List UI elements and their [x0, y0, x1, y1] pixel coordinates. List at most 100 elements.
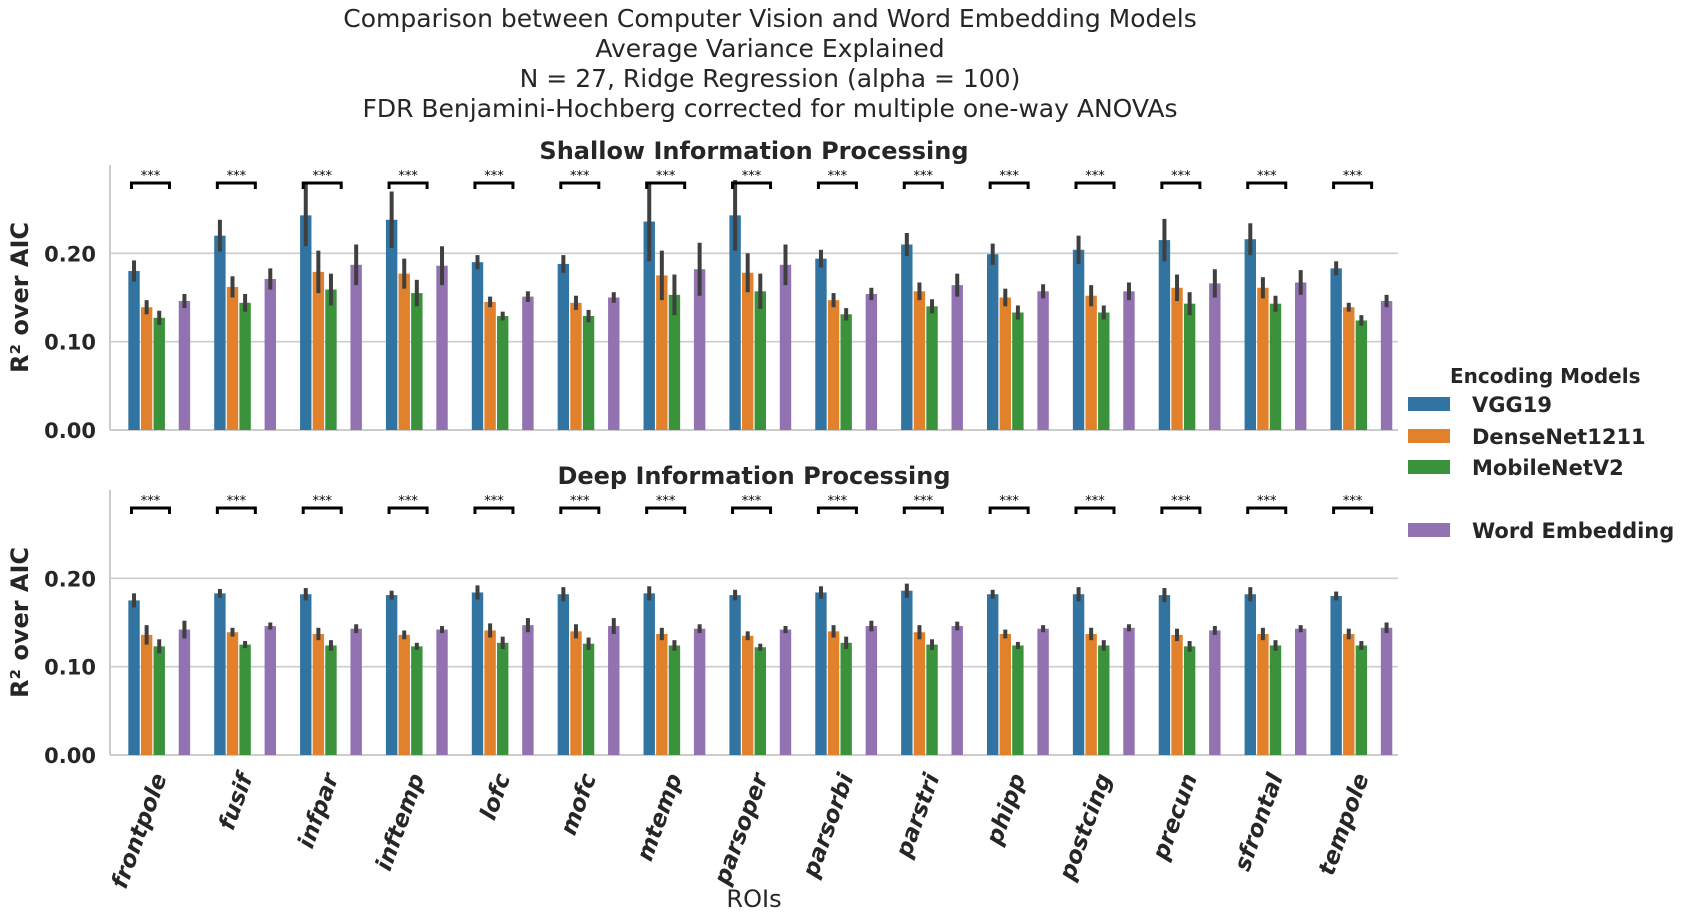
chart-suptitle-line-3: N = 27, Ridge Regression (alpha = 100) — [519, 64, 1021, 93]
panel-1-bar-mobilenetv2-precun — [1183, 303, 1196, 430]
panel-1-bar-word-embedding-infpar — [350, 264, 362, 430]
panel-1-bar-vgg19-parsoper — [729, 215, 741, 430]
panel-1-bar-densenet1211-lofc — [484, 301, 496, 430]
panel-2-bar-densenet1211-parsoper — [742, 635, 754, 755]
panel-2-bar-mobilenetv2-infpar — [325, 645, 337, 755]
panel-1-sig-bracket-sfrontal — [1246, 181, 1288, 189]
panel-2-bar-vgg19-precun — [1158, 595, 1171, 755]
legend-label-densenet1211: DenseNet1211 — [1472, 425, 1646, 449]
panel-1-sig-bracket-parstri — [902, 181, 944, 189]
panel-2-bar-densenet1211-sfrontal — [1257, 633, 1269, 755]
panel-2-bar-mobilenetv2-mofc — [582, 643, 595, 755]
panel-2-title: Deep Information Processing — [557, 462, 950, 490]
legend-swatch-word-embedding — [1408, 523, 1450, 537]
x-axis-label: ROIs — [726, 885, 781, 913]
xtick-label-fusif: fusif — [214, 767, 259, 833]
panel-2-sig-bracket-parsorbi — [816, 506, 858, 514]
panel-2-sig-label-frontpole: *** — [141, 494, 161, 509]
panel-1-bar-word-embedding-postcing — [1123, 291, 1135, 430]
panel-2-bar-densenet1211-fusif — [226, 632, 239, 755]
panel-1-bar-densenet1211-phipp — [999, 297, 1011, 430]
panel-1-bar-mobilenetv2-frontpole — [153, 317, 165, 430]
panel-2-bar-densenet1211-precun — [1171, 634, 1183, 755]
panel-2-bar-mobilenetv2-tempole — [1355, 645, 1368, 755]
legend-swatch-vgg19 — [1408, 397, 1450, 411]
panel-1-sig-label-infpar: *** — [312, 169, 332, 184]
panel-1-bar-word-embedding-fusif — [264, 278, 276, 430]
panel-1-bar-word-embedding-precun — [1209, 283, 1221, 430]
panel-1-bar-vgg19-sfrontal — [1244, 239, 1256, 430]
panel-2-sig-label-parsorbi: *** — [828, 494, 848, 509]
panel-2-bar-mobilenetv2-fusif — [239, 644, 251, 755]
panel-1-bar-mobilenetv2-fusif — [239, 302, 251, 430]
panel-2-bar-vgg19-fusif — [214, 593, 226, 755]
panel-1-sig-label-tempole: *** — [1343, 169, 1363, 184]
legend-label-vgg19: VGG19 — [1472, 393, 1552, 417]
panel-2-bar-vgg19-mtemp — [643, 593, 655, 755]
panel-2-bar-word-embedding-sfrontal — [1295, 628, 1307, 755]
panel-1-bar-mobilenetv2-postcing — [1098, 312, 1110, 430]
panel-1-sig-bracket-postcing — [1074, 181, 1116, 189]
panel-1-sig-label-mofc: *** — [570, 169, 590, 184]
panel-2-sig-bracket-postcing — [1074, 506, 1116, 514]
panel-1-bar-mobilenetv2-infpar — [325, 289, 337, 430]
panel-1-sig-label-parsoper: *** — [742, 169, 762, 184]
panel-1-bar-word-embedding-mofc — [608, 297, 620, 430]
panel-2-bar-word-embedding-inftemp — [436, 629, 448, 755]
xtick-label-precun: precun — [1147, 770, 1202, 864]
panel-2-sig-bracket-mtemp — [645, 506, 687, 514]
panel-1-bar-vgg19-mtemp — [643, 221, 655, 430]
panel-2-sig-bracket-lofc — [473, 506, 515, 514]
panel-2-bar-densenet1211-mofc — [570, 631, 582, 755]
panel-2-ytick-label: 0.00 — [44, 744, 96, 768]
panel-1-sig-bracket-frontpole — [129, 181, 171, 189]
panel-2-sig-label-postcing: *** — [1085, 494, 1105, 509]
panel-2-bar-mobilenetv2-sfrontal — [1269, 645, 1282, 755]
panel-2-bar-densenet1211-phipp — [999, 633, 1011, 755]
xtick-label-parsoper: parsoper — [709, 769, 774, 890]
panel-2-bar-word-embedding-lofc — [522, 625, 534, 755]
panel-1-sig-label-frontpole: *** — [141, 169, 161, 184]
panel-2-sig-bracket-mofc — [559, 506, 601, 514]
panel-1-bar-mobilenetv2-parstri — [926, 306, 938, 430]
panel-1-bar-densenet1211-sfrontal — [1257, 287, 1269, 430]
panel-1-bar-word-embedding-lofc — [522, 296, 534, 430]
panel-2-bar-word-embedding-parsoper — [779, 629, 792, 755]
panel-1-sig-bracket-precun — [1160, 181, 1202, 189]
panel-2-bar-densenet1211-inftemp — [398, 634, 410, 755]
panel-1-bar-word-embedding-parsorbi — [865, 293, 878, 430]
panel-1-sig-label-inftemp: *** — [398, 169, 418, 184]
panel-1-title: Shallow Information Processing — [539, 137, 968, 165]
panel-2-bar-densenet1211-frontpole — [140, 634, 153, 755]
panel-1-sig-bracket-lofc — [473, 181, 515, 189]
panel-1-bar-vgg19-tempole — [1330, 268, 1342, 430]
panel-1-sig-bracket-infpar — [301, 181, 343, 189]
panel-1-bar-vgg19-postcing — [1072, 249, 1085, 430]
panel-1-sig-bracket-parsoper — [731, 181, 773, 189]
panel-2-bar-vgg19-parstri — [901, 590, 913, 755]
panel-2-sig-label-infpar: *** — [312, 494, 332, 509]
xtick-label-mofc: mofc — [556, 770, 602, 839]
xtick-label-phipp: phipp — [981, 770, 1031, 849]
panel-1-sig-label-mtemp: *** — [656, 169, 676, 184]
panel-2-bar-mobilenetv2-mtemp — [668, 645, 681, 755]
panel-2-sig-label-parsoper: *** — [742, 494, 762, 509]
panel-1-bar-word-embedding-parstri — [951, 285, 963, 430]
panel-2-bar-densenet1211-infpar — [312, 633, 325, 755]
panel-1-bar-vgg19-lofc — [471, 262, 484, 430]
panel-2-bar-vgg19-tempole — [1330, 596, 1342, 755]
panel-1-bar-mobilenetv2-mofc — [582, 316, 595, 430]
panel-1-bar-densenet1211-fusif — [226, 286, 239, 430]
legend-swatch-densenet1211 — [1408, 429, 1450, 443]
panel-2-bar-densenet1211-postcing — [1085, 633, 1097, 755]
panel-1-sig-bracket-parsorbi — [816, 181, 858, 189]
panel-2-bar-mobilenetv2-phipp — [1012, 645, 1024, 755]
panel-1-bar-vgg19-mofc — [557, 263, 570, 430]
panel-2-bar-mobilenetv2-lofc — [497, 642, 509, 755]
panel-1-bar-vgg19-precun — [1158, 240, 1171, 430]
panel-1-bar-densenet1211-parsorbi — [827, 300, 840, 430]
panel-1-sig-bracket-inftemp — [387, 181, 429, 189]
panel-2-bar-word-embedding-frontpole — [178, 629, 191, 755]
